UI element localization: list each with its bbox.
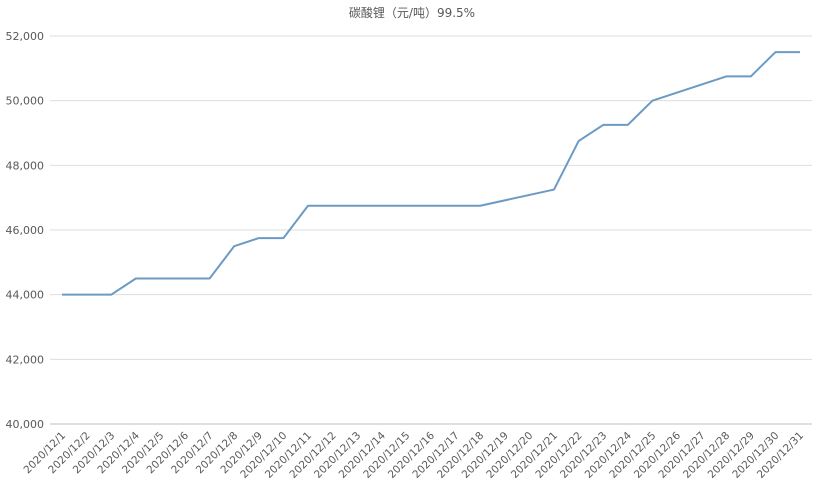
y-tick-label: 46,000 [6, 224, 45, 237]
y-tick-label: 44,000 [6, 289, 45, 302]
y-tick-label: 48,000 [6, 159, 45, 172]
chart-title: 碳酸锂（元/吨）99.5% [349, 5, 475, 20]
y-tick-label: 50,000 [6, 95, 45, 108]
series-line [62, 51, 800, 296]
y-tick-label: 40,000 [6, 418, 45, 431]
y-tick-label: 42,000 [6, 353, 45, 366]
y-tick-label: 52,000 [6, 30, 45, 43]
